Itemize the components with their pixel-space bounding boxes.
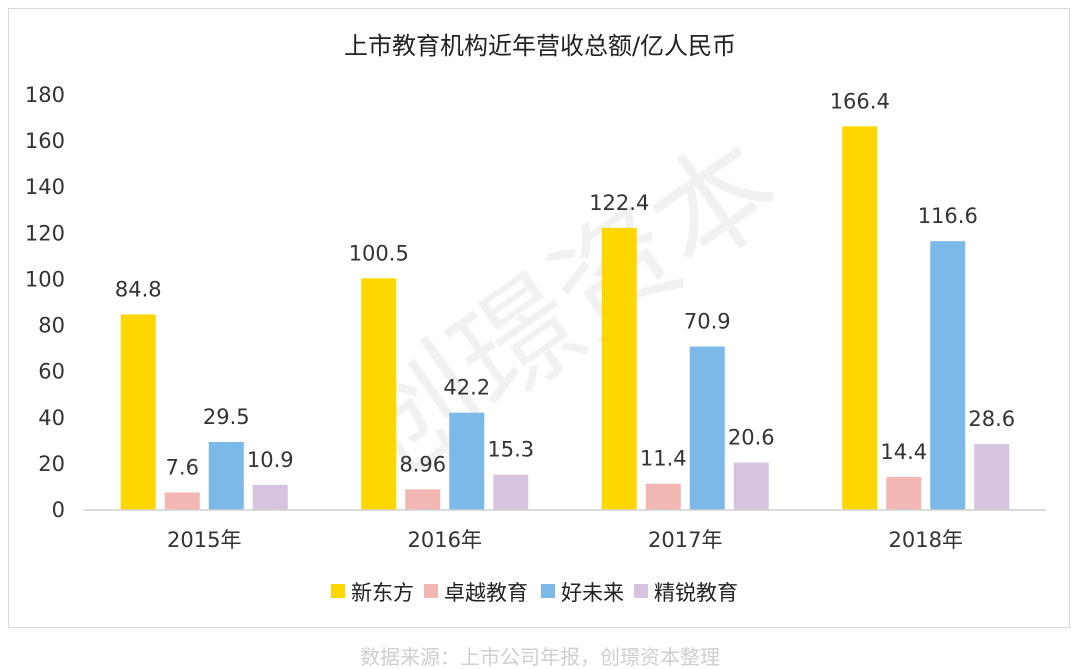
y-tick-label: 100 [25,267,65,291]
legend: 新东方 卓越教育 好未来 精锐教育 [331,581,738,605]
bar-4-1 [252,484,288,510]
legend-label: 卓越教育 [444,581,528,605]
legend-swatch [634,584,648,598]
legend-item: 精锐教育 [634,581,738,605]
legend-swatch [541,584,555,598]
x-tick-label: 2018年 [889,528,963,552]
bar-2-3 [645,483,681,510]
bar-3-1 [208,441,244,510]
y-tick-label: 180 [25,83,65,107]
data-label: 14.4 [880,440,927,464]
bar-1-1 [120,314,156,510]
x-tick-label: 2016年 [408,528,482,552]
legend-swatch [424,584,438,598]
y-tick-label: 40 [38,406,65,430]
data-label: 166.4 [830,89,890,113]
y-tick-label: 140 [25,175,65,199]
legend-swatch [331,584,345,598]
data-label: 10.9 [247,448,294,472]
data-label: 29.5 [203,405,250,429]
source-note: 数据来源：上市公司年报，创璟资本整理 [360,645,720,669]
bar-chart: 创璟资本 上市教育机构近年营收总额/亿人民币 02040608010012014… [25,32,1046,605]
bar-2-4 [886,476,922,510]
y-tick-label: 20 [38,452,65,476]
data-label: 122.4 [589,191,649,215]
bar-2-1 [164,492,200,510]
legend-item: 好未来 [541,581,624,605]
bar-1-4 [842,126,878,510]
data-label: 70.9 [684,310,731,334]
data-label: 100.5 [349,241,409,265]
y-axis: 0 20 40 60 80 100 120 140 160 180 [25,83,65,522]
y-tick-label: 120 [25,221,65,245]
y-tick-label: 0 [52,498,65,522]
legend-label: 精锐教育 [654,581,738,605]
bar-2-2 [405,489,441,510]
y-tick-label: 160 [25,129,65,153]
bar-labels-group: 84.8 7.6 29.5 10.9 100.5 8.96 42.2 15.3 122.4 11.… [115,89,1015,479]
data-label: 8.96 [399,452,446,476]
data-label: 7.6 [166,455,199,479]
bar-4-4 [974,444,1010,510]
data-label: 42.2 [443,376,490,400]
bar-4-2 [493,474,529,510]
x-axis: 2015年 2016年 2017年 2018年 [167,528,963,552]
data-label: 11.4 [640,447,687,471]
data-label: 84.8 [115,277,162,301]
bar-3-3 [689,346,725,510]
legend-item: 卓越教育 [424,581,528,605]
bar-4-3 [733,462,769,510]
legend-label: 新东方 [351,581,414,605]
x-tick-label: 2015年 [167,528,241,552]
chart-frame: 创璟资本 上市教育机构近年营收总额/亿人民币 0 20 40 60 80 100 120 14… [8,8,1070,628]
bar-1-2 [361,278,397,510]
legend-label: 好未来 [561,581,624,605]
data-label: 28.6 [968,407,1015,431]
legend-item: 新东方 [331,581,414,605]
bar-3-4 [930,241,966,510]
data-label: 15.3 [487,438,534,462]
data-label: 20.6 [728,426,775,450]
bar-1-3 [601,227,637,511]
chart-title: 上市教育机构近年营收总额/亿人民币 [344,32,736,60]
x-tick-label: 2017年 [648,528,722,552]
bar-3-2 [449,412,485,510]
bars-group [120,126,1010,511]
data-label: 116.6 [918,204,978,228]
y-tick-label: 80 [38,314,65,338]
y-tick-label: 60 [38,360,65,384]
